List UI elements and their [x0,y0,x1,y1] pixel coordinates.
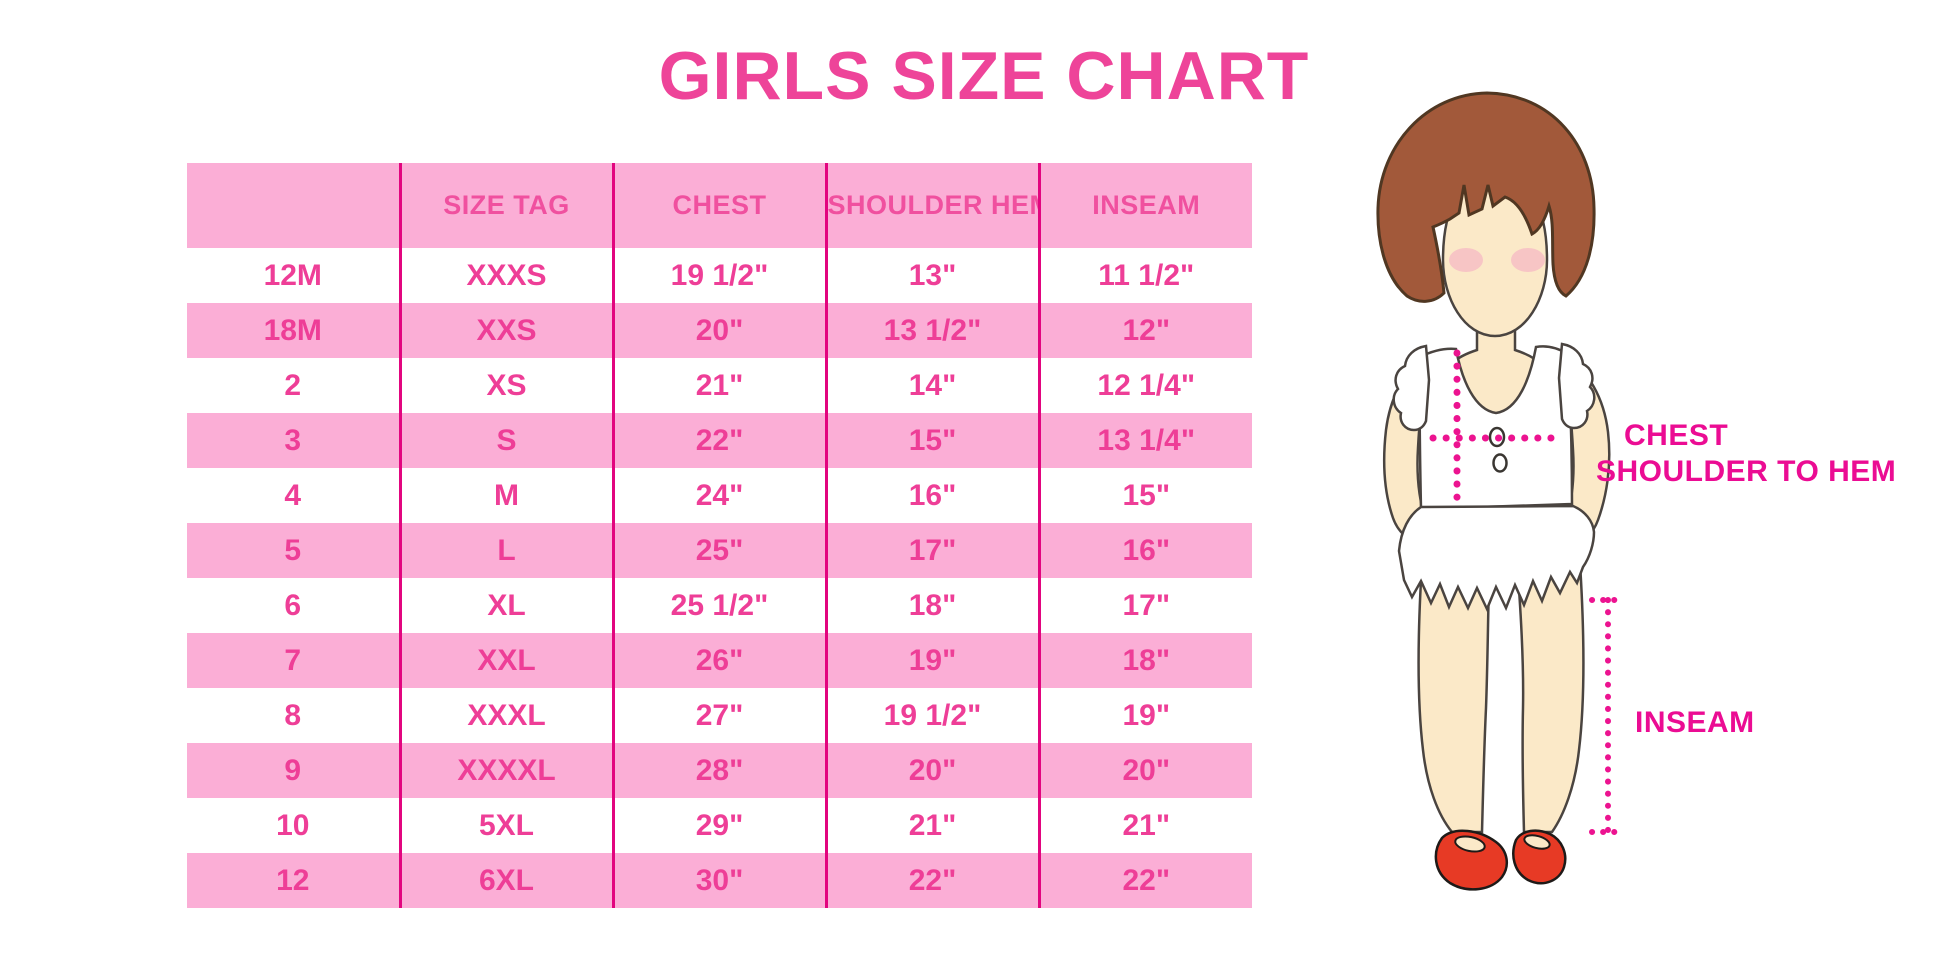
table-row: 9 XXXXL 28" 20" 20" [187,743,1252,798]
cell-size-tag: XXXL [398,688,613,743]
cell-size: 4 [284,478,302,512]
cell-chest: 19 1/2" [611,248,826,303]
cell-inseam: 11 1/2" [1037,248,1252,303]
cell-inseam: 19" [1037,688,1252,743]
cell-chest: 27" [611,688,826,743]
table-row: 7 XXL 26" 19" 18" [187,633,1252,688]
cell-shoulder-hem: 22" [824,853,1039,908]
girl-ruffle-left [1392,344,1431,432]
cell-size-tag: 5XL [398,798,613,853]
cell-size: 10 [276,808,310,842]
cell-size: 6 [284,588,302,622]
cell-size: 8 [284,698,302,732]
cell-inseam: 22" [1037,853,1252,908]
inseam-measure-label: INSEAM [1635,706,1755,739]
cell-inseam: 17" [1037,578,1252,633]
cell-size: 3 [187,413,400,468]
cell-chest: 29" [611,798,826,853]
girl-left-leg [1417,546,1492,834]
col-header-shoulder-hem: SHOULDER HEM [824,163,1039,248]
col-header-chest: CHEST [611,163,826,248]
cell-inseam: 13 1/4" [1037,413,1252,468]
cell-inseam: 12 1/4" [1037,358,1252,413]
table-row: 6 XL 25 1/2" 18" 17" [187,578,1252,633]
cell-shoulder-hem: 19" [824,633,1039,688]
girl-skirt [1397,504,1596,613]
table-row: 3 S 22" 15" 13 1/4" [187,413,1252,468]
girl-cheek-left [1449,248,1483,272]
cell-size: 2 [284,368,302,402]
cell-inseam: 15" [1037,468,1252,523]
cell-inseam: 18" [1037,633,1252,688]
cell-size-tag: XXXXL [398,743,613,798]
girl-illustration [1376,91,1627,891]
cell-size-tag: XXXS [398,248,613,303]
cell-shoulder-hem: 21" [824,798,1039,853]
cell-shoulder-hem: 16" [824,468,1039,523]
cell-size: 12 [187,853,400,908]
cell-size: 9 [187,743,400,798]
girl-cheek-right [1511,248,1545,272]
table-row: 12M XXXS 19 1/2" 13" 11 1/2" [187,248,1252,303]
cell-shoulder-hem: 13" [824,248,1039,303]
girl-ruffle-right [1557,342,1596,430]
cell-size: 5 [187,523,400,578]
cell-size-tag: XL [398,578,613,633]
cell-shoulder-hem: 20" [824,743,1039,798]
cell-size-tag: 6XL [398,853,613,908]
chest-measure-label: CHEST [1624,419,1729,452]
cell-size: 18M [187,303,400,358]
girl-right-shoe [1512,829,1567,885]
cell-chest: 22" [611,413,826,468]
cell-shoulder-hem: 17" [824,523,1039,578]
cell-shoulder-hem: 13 1/2" [824,303,1039,358]
table-row: 2 XS 21" 14" 12 1/4" [187,358,1252,413]
cell-size-tag: XXL [398,633,613,688]
cell-size: 12M [263,258,322,292]
girl-button-bottom [1492,453,1508,473]
cell-chest: 30" [611,853,826,908]
girl-left-shoe [1434,829,1509,891]
cell-chest: 28" [611,743,826,798]
cell-size: 7 [187,633,400,688]
cell-chest: 25" [611,523,826,578]
cell-inseam: 16" [1037,523,1252,578]
cell-chest: 21" [611,358,826,413]
col-header-size [187,163,400,248]
table-header-row: SIZE TAG CHEST SHOULDER HEM INSEAM [187,163,1252,248]
table-row: 4 M 24" 16" 15" [187,468,1252,523]
cell-inseam: 21" [1037,798,1252,853]
cell-shoulder-hem: 15" [824,413,1039,468]
cell-inseam: 12" [1037,303,1252,358]
cell-shoulder-hem: 18" [824,578,1039,633]
girl-hair [1376,91,1596,303]
cell-chest: 26" [611,633,826,688]
cell-size-tag: XXS [398,303,613,358]
cell-chest: 20" [611,303,826,358]
table-row: 12 6XL 30" 22" 22" [187,853,1252,908]
col-header-inseam: INSEAM [1037,163,1252,248]
col-header-size-tag: SIZE TAG [398,163,613,248]
cell-size-tag: XS [398,358,613,413]
cell-inseam: 20" [1037,743,1252,798]
shoulder-to-hem-measure-label: SHOULDER TO HEM [1596,455,1897,488]
cell-chest: 24" [611,468,826,523]
table-row: 18M XXS 20" 13 1/2" 12" [187,303,1252,358]
table-row: 5 L 25" 17" 16" [187,523,1252,578]
cell-chest: 25 1/2" [611,578,826,633]
table-row: 10 5XL 29" 21" 21" [187,798,1252,853]
page-title: GIRLS SIZE CHART [658,38,1310,114]
cell-shoulder-hem: 14" [824,358,1039,413]
cell-size-tag: S [398,413,613,468]
size-table: SIZE TAG CHEST SHOULDER HEM INSEAM 12M XX… [187,163,1252,908]
cell-shoulder-hem: 19 1/2" [824,688,1039,743]
cell-size-tag: L [398,523,613,578]
cell-size-tag: M [398,468,613,523]
table-row: 8 XXXL 27" 19 1/2" 19" [187,688,1252,743]
